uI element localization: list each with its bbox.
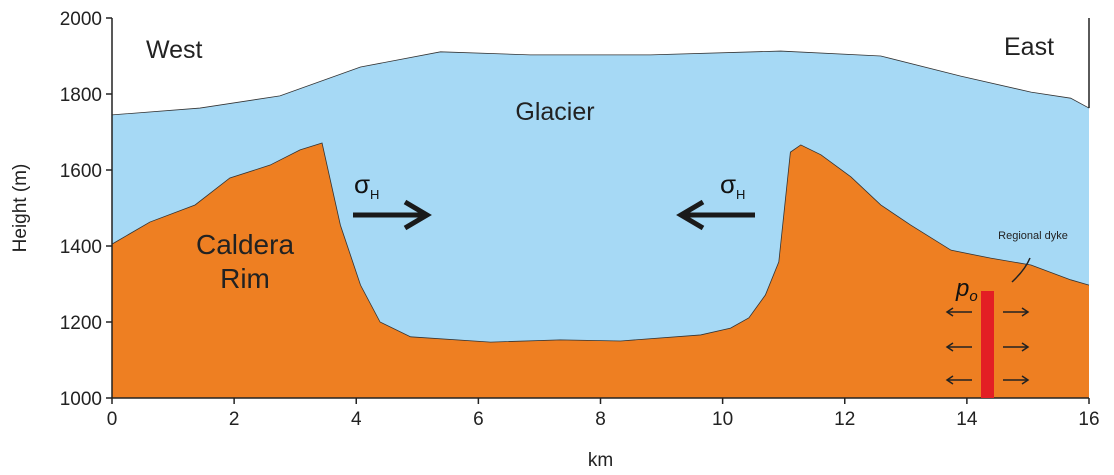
y-tick-label: 1000 (60, 389, 102, 410)
subscript: H (736, 187, 745, 202)
y-tick-label: 1800 (60, 85, 102, 106)
x-tick-label: 4 (351, 409, 362, 430)
symbol: σ (354, 169, 370, 199)
x-tick-label: 14 (956, 409, 978, 430)
x-tick-label: 12 (834, 409, 855, 430)
x-tick-label: 6 (473, 409, 484, 430)
symbol: p (955, 275, 969, 302)
caldera-rim-label: Caldera Rim (190, 228, 300, 296)
chart: 1000 1200 1400 1600 1800 2000 0 2 4 6 8 10 12 14 16 km H… (0, 0, 1114, 475)
subscript: o (969, 288, 977, 305)
x-axis-label: km (588, 450, 613, 471)
y-tick-label: 1200 (60, 313, 102, 334)
x-tick-label: 10 (712, 409, 733, 430)
glacier-label: Glacier (515, 98, 594, 126)
x-tick-label: 16 (1078, 409, 1099, 430)
east-label: East (1004, 33, 1054, 61)
x-tick-label: 8 (595, 409, 606, 430)
y-tick-label: 1600 (60, 161, 102, 182)
x-tick-label: 2 (229, 409, 240, 430)
x-tick-label: 0 (107, 409, 118, 430)
symbol: σ (720, 169, 736, 199)
subscript: H (370, 187, 379, 202)
y-tick-label: 1400 (60, 237, 102, 258)
figure: 1000 1200 1400 1600 1800 2000 0 2 4 6 8 10 12 14 16 km H… (0, 0, 1114, 475)
dyke-label: Regional dyke (993, 229, 1073, 243)
areas (112, 51, 1089, 398)
y-tick-label: 2000 (60, 9, 102, 30)
y-axis-label: Height (m) (10, 164, 31, 253)
dyke (981, 291, 994, 398)
west-label: West (146, 36, 203, 64)
